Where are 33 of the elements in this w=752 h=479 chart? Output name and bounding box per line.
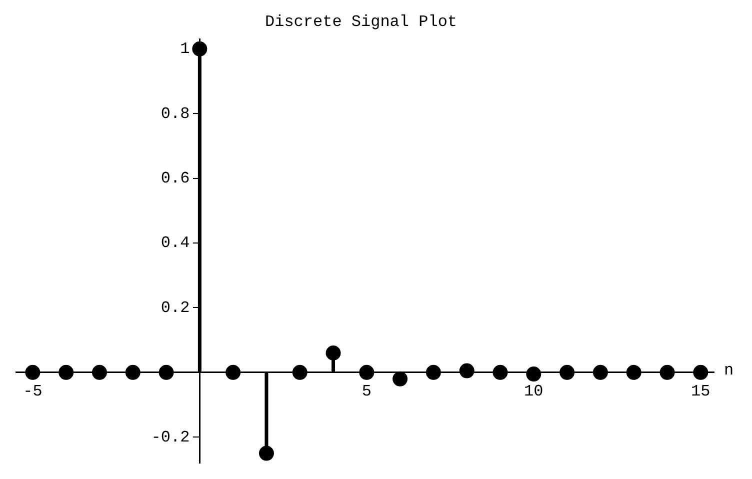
point (392, 371, 408, 386)
point (526, 366, 542, 382)
point (258, 446, 274, 461)
point (92, 364, 107, 380)
point (660, 364, 675, 380)
y-tick-label: 0.2 (160, 298, 190, 317)
point (492, 364, 508, 380)
x-axis-title: n (724, 362, 734, 380)
x-tick-label: -5 (23, 382, 42, 400)
x-tick-label: 15 (691, 382, 710, 400)
point (592, 364, 608, 380)
point (158, 364, 174, 380)
x-tick-label: 5 (362, 382, 372, 400)
point (326, 346, 341, 361)
y-tick-label: 0.4 (160, 234, 190, 252)
point (125, 364, 140, 380)
x-tick-label: 10 (524, 382, 544, 400)
chart-title: Discrete Signal Plot (264, 12, 458, 31)
y-tick-label: 0.8 (160, 104, 190, 123)
y-tick-label: 1 (180, 40, 190, 58)
point (459, 363, 474, 378)
point (58, 364, 74, 380)
point (359, 364, 374, 380)
point (192, 41, 208, 56)
point (426, 364, 441, 380)
point (626, 364, 642, 380)
y-tick-label: 0.6 (160, 170, 190, 188)
y-tick-label: -0.2 (151, 428, 190, 446)
point (292, 364, 308, 380)
point (560, 364, 575, 380)
point (25, 364, 40, 380)
point (693, 364, 708, 380)
point (226, 364, 241, 380)
